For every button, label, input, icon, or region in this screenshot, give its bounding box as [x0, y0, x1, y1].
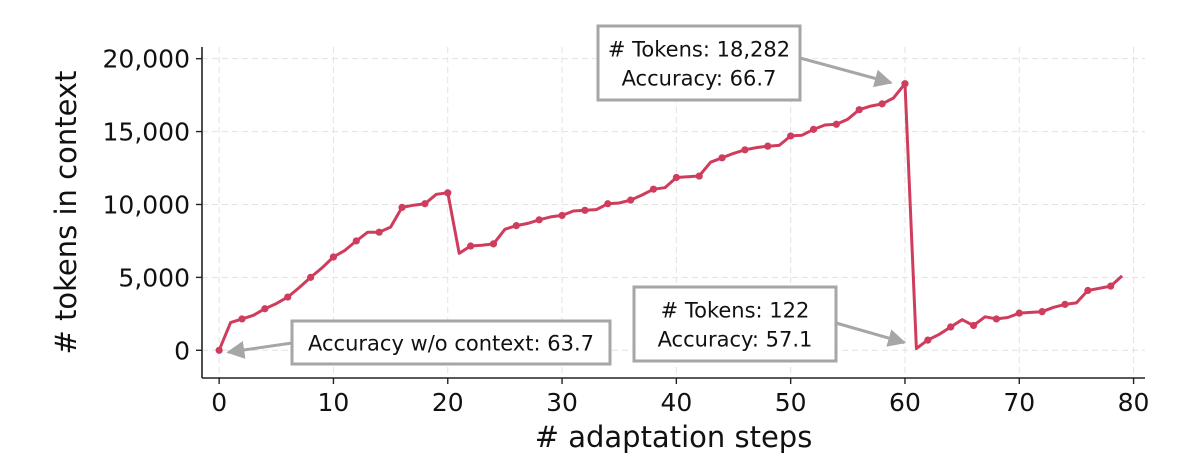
data-point [261, 305, 269, 313]
y-tick-label: 5,000 [118, 263, 190, 292]
tick-labels: 0 10 20 30 40 50 60 70 80 0 5,000 10,000 15,000 20,00… [103, 45, 1150, 417]
axes [196, 47, 1145, 384]
data-point [695, 172, 703, 180]
y-tick-label: 0 [174, 336, 190, 365]
data-point [947, 323, 955, 331]
x-tick-label: 80 [1118, 388, 1150, 417]
data-point [787, 132, 795, 140]
x-tick-label: 40 [660, 388, 692, 417]
x-tick-label: 20 [432, 388, 464, 417]
data-point [215, 346, 223, 354]
annotations: Accuracy w/o context: 63.7 # Tokens: 18,2… [226, 24, 907, 366]
annotation-text: # Tokens: 122 [661, 299, 810, 323]
data-point [672, 173, 680, 182]
data-point [306, 273, 315, 281]
x-tick-label: 60 [889, 388, 921, 417]
data-point [467, 242, 475, 250]
y-tick-label: 15,000 [103, 118, 190, 147]
data-point [627, 196, 635, 204]
data-point [581, 206, 589, 214]
x-axis-title: # adaptation steps [535, 420, 813, 454]
data-point [1084, 286, 1092, 295]
data-point [535, 216, 543, 224]
data-point [992, 315, 1001, 323]
data-point [558, 211, 566, 220]
data-point [878, 100, 886, 108]
data-point [604, 200, 612, 208]
annotation-box [596, 24, 802, 102]
plot-area [215, 80, 1124, 354]
data-point [1038, 308, 1046, 316]
data-point [649, 185, 658, 193]
data-point [809, 125, 818, 133]
annotation-arrow [226, 341, 293, 359]
x-tick-label: 50 [775, 388, 807, 417]
annotation-arrow [799, 56, 893, 88]
x-tick-label: 70 [1003, 388, 1035, 417]
data-point [718, 154, 726, 162]
annotation-text: Accuracy w/o context: 63.7 [308, 332, 594, 356]
annotation-text: Accuracy: 57.1 [658, 328, 813, 352]
annotation-text: # Tokens: 18,282 [608, 38, 790, 62]
data-point [1107, 282, 1115, 290]
y-tick-label: 10,000 [103, 190, 190, 219]
annotation-text: Accuracy: 66.7 [622, 67, 777, 91]
data-point [352, 237, 360, 245]
data-point [375, 228, 383, 236]
x-tick-label: 30 [546, 388, 578, 417]
data-point [1015, 309, 1023, 317]
data-point [924, 336, 932, 344]
data-point [832, 120, 840, 128]
data-point [284, 293, 292, 301]
data-point [901, 80, 909, 88]
data-point [398, 203, 406, 211]
x-tick-label: 10 [318, 388, 350, 417]
y-tick-label: 20,000 [103, 45, 190, 74]
x-tick-label: 0 [211, 388, 227, 417]
annotation-arrow [835, 321, 907, 347]
data-point [741, 146, 749, 154]
data-point [421, 200, 429, 208]
data-point [238, 315, 246, 323]
data-point [512, 222, 520, 230]
data-point [969, 321, 978, 330]
data-point [764, 142, 772, 150]
data-point [489, 240, 498, 248]
annotation-box [290, 319, 612, 366]
data-point [444, 189, 452, 197]
annotation-box [632, 285, 838, 363]
data-point [329, 253, 338, 261]
data-point [1061, 300, 1069, 308]
data-point [855, 106, 863, 114]
y-axis-title: # tokens in context [49, 71, 83, 355]
